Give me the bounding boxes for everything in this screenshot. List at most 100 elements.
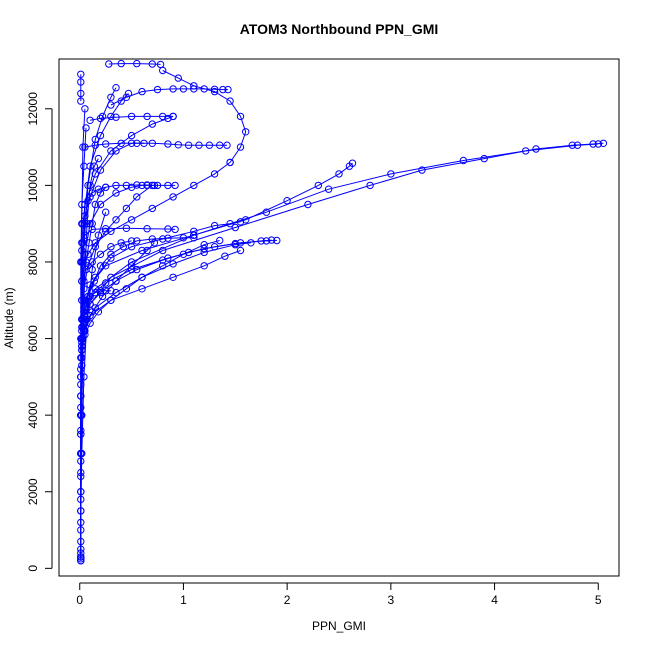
data-point bbox=[573, 141, 582, 149]
plot-frame bbox=[58, 58, 620, 577]
data-point bbox=[169, 85, 177, 93]
data-point bbox=[94, 154, 103, 163]
data-point bbox=[77, 545, 85, 553]
data-point bbox=[112, 189, 120, 197]
data-point bbox=[200, 248, 208, 257]
data-point bbox=[98, 292, 107, 301]
data-point bbox=[82, 124, 90, 132]
data-point bbox=[133, 181, 141, 189]
x-tick-label: 5 bbox=[595, 593, 602, 607]
data-point bbox=[81, 331, 89, 339]
y-tick-label: 10000 bbox=[26, 168, 40, 202]
data-point bbox=[117, 59, 125, 68]
data-point bbox=[171, 225, 179, 234]
data-point bbox=[133, 59, 141, 68]
series-line bbox=[80, 158, 99, 531]
data-point bbox=[200, 262, 208, 270]
data-point bbox=[324, 185, 333, 193]
data-point bbox=[148, 204, 157, 213]
data-point bbox=[236, 246, 245, 255]
series-line bbox=[90, 115, 174, 121]
data-point bbox=[112, 216, 120, 224]
data-point bbox=[86, 116, 94, 125]
data-point bbox=[122, 93, 131, 102]
series-line bbox=[84, 142, 227, 148]
data-point bbox=[231, 223, 240, 232]
y-tick-label: 2000 bbox=[26, 478, 40, 505]
data-point bbox=[210, 221, 219, 230]
data-point bbox=[78, 449, 86, 458]
data-point bbox=[77, 258, 85, 266]
data-point bbox=[122, 285, 131, 293]
data-point bbox=[80, 162, 88, 170]
data-point bbox=[164, 225, 172, 233]
data-point bbox=[148, 60, 157, 68]
data-point bbox=[107, 101, 115, 109]
data-point bbox=[195, 141, 203, 149]
data-point bbox=[273, 236, 281, 245]
data-point bbox=[594, 140, 602, 148]
data-point bbox=[127, 131, 136, 140]
data-point bbox=[205, 141, 214, 149]
series-line bbox=[162, 70, 247, 163]
series-line bbox=[81, 240, 220, 351]
data-point bbox=[164, 140, 172, 148]
data-point bbox=[148, 139, 157, 148]
data-point bbox=[226, 220, 234, 228]
data-point bbox=[143, 181, 151, 190]
data-point bbox=[143, 225, 151, 233]
data-point bbox=[335, 170, 343, 178]
data-point bbox=[150, 239, 159, 247]
y-tick-label: 6000 bbox=[26, 325, 40, 352]
data-point bbox=[236, 143, 245, 151]
data-point bbox=[179, 250, 188, 259]
data-point bbox=[221, 252, 229, 260]
x-tick-label: 4 bbox=[491, 593, 498, 607]
data-point bbox=[174, 74, 183, 82]
data-point bbox=[112, 181, 120, 190]
data-point bbox=[210, 87, 219, 96]
data-point bbox=[78, 200, 86, 209]
data-point bbox=[112, 277, 120, 285]
data-point bbox=[138, 87, 146, 96]
y-axis-label: Altitude (m) bbox=[2, 287, 16, 348]
data-point bbox=[119, 243, 128, 251]
data-point bbox=[102, 287, 110, 295]
data-point bbox=[348, 159, 357, 167]
data-point bbox=[200, 85, 208, 93]
data-point bbox=[84, 181, 92, 190]
data-point bbox=[77, 507, 85, 515]
data-point bbox=[94, 185, 103, 193]
series-line bbox=[87, 161, 231, 255]
data-point bbox=[83, 220, 91, 228]
y-tick-label: 4000 bbox=[26, 401, 40, 428]
data-point bbox=[138, 246, 146, 255]
data-point bbox=[96, 114, 105, 123]
data-point bbox=[112, 113, 120, 121]
data-point bbox=[480, 154, 488, 163]
series-line bbox=[80, 142, 604, 557]
data-point bbox=[77, 526, 85, 534]
data-point bbox=[200, 244, 208, 253]
data-point bbox=[122, 224, 131, 233]
data-point bbox=[127, 216, 136, 224]
data-point bbox=[102, 208, 110, 216]
data-point bbox=[418, 166, 426, 174]
data-point bbox=[366, 181, 374, 190]
data-point bbox=[79, 143, 87, 151]
data-point bbox=[96, 200, 105, 209]
data-point bbox=[190, 231, 198, 239]
data-point bbox=[91, 288, 100, 297]
data-point bbox=[164, 234, 172, 242]
data-point bbox=[169, 193, 177, 201]
data-point bbox=[599, 139, 608, 148]
data-point bbox=[283, 197, 291, 205]
data-point bbox=[133, 265, 141, 274]
data-point bbox=[107, 147, 115, 155]
data-point bbox=[94, 231, 103, 239]
data-point bbox=[257, 237, 265, 245]
data-point bbox=[522, 147, 530, 155]
data-point bbox=[169, 260, 177, 268]
